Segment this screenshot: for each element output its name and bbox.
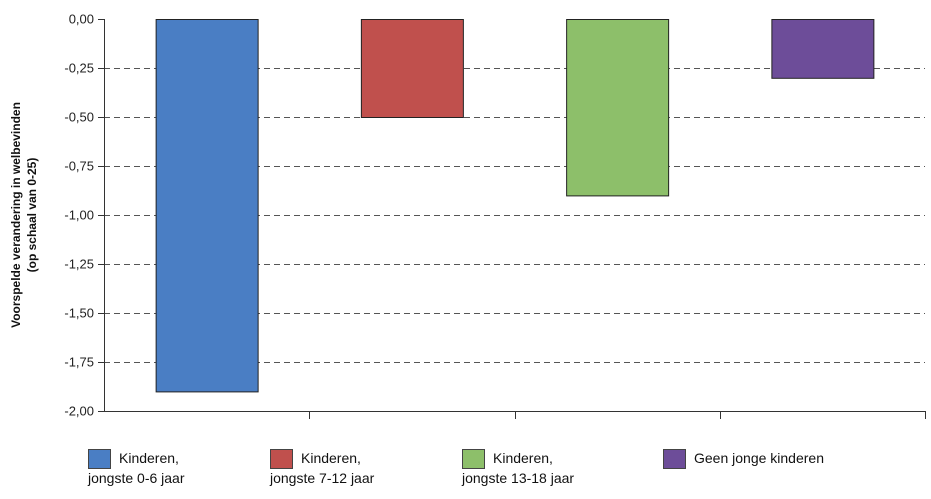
bars — [155, 19, 875, 393]
bar-chart: 0,00 -0,25 -0,50 -0,75 -1,00 -1,25 -1,50 -1,75 -… — [9, 12, 926, 419]
legend-label-0-6: Kinderen, jongste 0-6 jaar — [88, 448, 185, 488]
legend-label-geen: Geen jonge kinderen — [694, 448, 824, 468]
legend-label-line1: Kinderen, — [493, 450, 553, 466]
legend-swatch-green — [462, 449, 485, 469]
legend-label-line1: Kinderen, — [119, 450, 179, 466]
legend-label-line1: Geen jonge kinderen — [694, 450, 824, 466]
y-tick-label: -0,25 — [64, 61, 94, 76]
y-tick-label: -2,00 — [64, 404, 94, 419]
legend-item-13-18: Kinderen, jongste 13-18 jaar — [462, 448, 574, 488]
legend-swatch-purple — [663, 449, 686, 469]
legend-label-line1: Kinderen, — [301, 450, 361, 466]
y-tick-label: -1,75 — [64, 355, 94, 370]
bar — [771, 19, 875, 79]
axes — [98, 19, 926, 419]
legend-label-line2: jongste 13-18 jaar — [462, 470, 575, 486]
bar — [360, 19, 464, 118]
y-axis-label-line-1: Voorspelde verandering in welbevinden — [9, 102, 23, 328]
y-tick-label: -0,75 — [64, 159, 94, 174]
legend: Kinderen, jongste 0-6 jaar Kinderen, jon… — [0, 448, 931, 499]
y-axis-label-line-2: (op schaal van 0-25) — [25, 158, 39, 273]
y-tick-label: -1,00 — [64, 208, 94, 223]
legend-label-line2: jongste 7-12 jaar — [270, 470, 375, 486]
legend-swatch-red — [270, 449, 293, 469]
y-tick-label: 0,00 — [69, 12, 94, 27]
legend-label-13-18: Kinderen, jongste 13-18 jaar — [462, 448, 574, 488]
y-tick-label: -1,50 — [64, 306, 94, 321]
bar — [566, 19, 670, 197]
y-tick-label: -0,50 — [64, 110, 94, 125]
legend-item-7-12: Kinderen, jongste 7-12 jaar — [270, 448, 374, 488]
legend-item-0-6: Kinderen, jongste 0-6 jaar — [88, 448, 185, 488]
legend-label-7-12: Kinderen, jongste 7-12 jaar — [270, 448, 374, 488]
legend-item-geen: Geen jonge kinderen — [663, 448, 824, 469]
bar — [155, 19, 259, 393]
y-tick-label: -1,25 — [64, 257, 94, 272]
legend-label-line2: jongste 0-6 jaar — [88, 470, 185, 486]
legend-swatch-blue — [88, 449, 111, 469]
y-tick-labels: 0,00 -0,25 -0,50 -0,75 -1,00 -1,25 -1,50 -1,75 -… — [64, 12, 94, 419]
